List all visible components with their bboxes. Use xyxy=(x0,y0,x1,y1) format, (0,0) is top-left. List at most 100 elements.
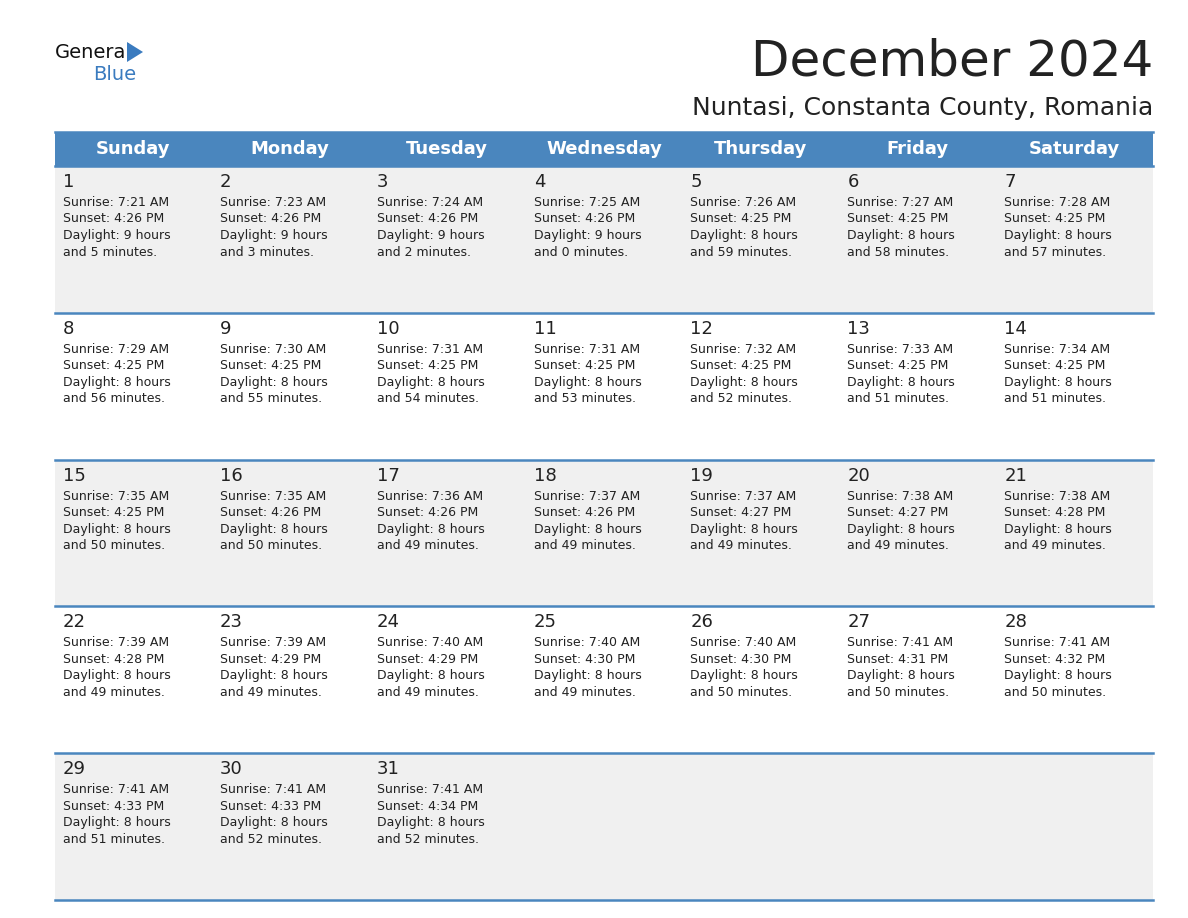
Text: 21: 21 xyxy=(1004,466,1026,485)
Text: Daylight: 8 hours: Daylight: 8 hours xyxy=(847,522,955,535)
Text: and 57 minutes.: and 57 minutes. xyxy=(1004,245,1106,259)
Text: and 50 minutes.: and 50 minutes. xyxy=(220,539,322,552)
Text: 31: 31 xyxy=(377,760,399,778)
Text: 24: 24 xyxy=(377,613,399,632)
Text: Sunset: 4:25 PM: Sunset: 4:25 PM xyxy=(533,359,634,373)
Text: and 0 minutes.: and 0 minutes. xyxy=(533,245,627,259)
Text: Daylight: 8 hours: Daylight: 8 hours xyxy=(847,669,955,682)
Text: 23: 23 xyxy=(220,613,242,632)
Text: Sunrise: 7:36 AM: Sunrise: 7:36 AM xyxy=(377,489,482,502)
Text: Sunrise: 7:38 AM: Sunrise: 7:38 AM xyxy=(1004,489,1111,502)
Text: and 49 minutes.: and 49 minutes. xyxy=(377,539,479,552)
Text: Daylight: 8 hours: Daylight: 8 hours xyxy=(533,375,642,389)
Text: and 52 minutes.: and 52 minutes. xyxy=(377,833,479,845)
Text: Daylight: 9 hours: Daylight: 9 hours xyxy=(377,229,485,242)
Text: December 2024: December 2024 xyxy=(751,38,1154,86)
Text: Daylight: 9 hours: Daylight: 9 hours xyxy=(63,229,171,242)
Text: and 50 minutes.: and 50 minutes. xyxy=(63,539,165,552)
Text: and 55 minutes.: and 55 minutes. xyxy=(220,392,322,406)
Text: Sunset: 4:26 PM: Sunset: 4:26 PM xyxy=(533,212,634,226)
Text: and 3 minutes.: and 3 minutes. xyxy=(220,245,314,259)
Text: 2: 2 xyxy=(220,173,232,191)
Text: Sunset: 4:25 PM: Sunset: 4:25 PM xyxy=(220,359,321,373)
Text: Blue: Blue xyxy=(93,64,137,84)
Polygon shape xyxy=(127,42,143,62)
Text: and 50 minutes.: and 50 minutes. xyxy=(690,686,792,699)
Text: Sunrise: 7:26 AM: Sunrise: 7:26 AM xyxy=(690,196,796,209)
Text: and 52 minutes.: and 52 minutes. xyxy=(220,833,322,845)
Text: Sunrise: 7:41 AM: Sunrise: 7:41 AM xyxy=(220,783,326,796)
Text: Daylight: 8 hours: Daylight: 8 hours xyxy=(533,522,642,535)
Text: 10: 10 xyxy=(377,319,399,338)
Text: 20: 20 xyxy=(847,466,870,485)
Text: 13: 13 xyxy=(847,319,870,338)
Text: 26: 26 xyxy=(690,613,713,632)
Text: and 49 minutes.: and 49 minutes. xyxy=(533,539,636,552)
Text: and 50 minutes.: and 50 minutes. xyxy=(847,686,949,699)
Text: Monday: Monday xyxy=(251,140,330,158)
Text: Sunrise: 7:35 AM: Sunrise: 7:35 AM xyxy=(63,489,169,502)
Text: 6: 6 xyxy=(847,173,859,191)
Bar xyxy=(55,132,1154,166)
Text: Sunset: 4:26 PM: Sunset: 4:26 PM xyxy=(220,212,321,226)
Text: Sunset: 4:26 PM: Sunset: 4:26 PM xyxy=(220,506,321,519)
Text: 8: 8 xyxy=(63,319,75,338)
Text: Sunset: 4:28 PM: Sunset: 4:28 PM xyxy=(1004,506,1106,519)
Text: 4: 4 xyxy=(533,173,545,191)
Text: Sunset: 4:28 PM: Sunset: 4:28 PM xyxy=(63,653,164,666)
Text: Tuesday: Tuesday xyxy=(406,140,488,158)
Text: 29: 29 xyxy=(63,760,86,778)
Text: Sunrise: 7:33 AM: Sunrise: 7:33 AM xyxy=(847,342,954,356)
Text: Wednesday: Wednesday xyxy=(546,140,662,158)
Text: Daylight: 9 hours: Daylight: 9 hours xyxy=(533,229,642,242)
Text: 7: 7 xyxy=(1004,173,1016,191)
Text: and 58 minutes.: and 58 minutes. xyxy=(847,245,949,259)
Text: Sunset: 4:34 PM: Sunset: 4:34 PM xyxy=(377,800,478,812)
Text: Sunrise: 7:41 AM: Sunrise: 7:41 AM xyxy=(847,636,954,649)
Text: Daylight: 8 hours: Daylight: 8 hours xyxy=(1004,522,1112,535)
Text: Sunset: 4:25 PM: Sunset: 4:25 PM xyxy=(63,359,164,373)
Text: Daylight: 8 hours: Daylight: 8 hours xyxy=(63,816,171,829)
Text: and 49 minutes.: and 49 minutes. xyxy=(63,686,165,699)
Text: Sunset: 4:29 PM: Sunset: 4:29 PM xyxy=(377,653,478,666)
Text: 27: 27 xyxy=(847,613,871,632)
Text: Sunset: 4:31 PM: Sunset: 4:31 PM xyxy=(847,653,948,666)
Bar xyxy=(55,607,1154,753)
Text: 17: 17 xyxy=(377,466,399,485)
Text: Daylight: 8 hours: Daylight: 8 hours xyxy=(220,669,328,682)
Text: Daylight: 8 hours: Daylight: 8 hours xyxy=(63,375,171,389)
Text: Sunset: 4:25 PM: Sunset: 4:25 PM xyxy=(377,359,478,373)
Text: 28: 28 xyxy=(1004,613,1026,632)
Text: and 49 minutes.: and 49 minutes. xyxy=(533,686,636,699)
Text: Sunrise: 7:23 AM: Sunrise: 7:23 AM xyxy=(220,196,326,209)
Text: and 5 minutes.: and 5 minutes. xyxy=(63,245,157,259)
Text: Sunrise: 7:41 AM: Sunrise: 7:41 AM xyxy=(1004,636,1111,649)
Text: and 52 minutes.: and 52 minutes. xyxy=(690,392,792,406)
Text: Sunset: 4:25 PM: Sunset: 4:25 PM xyxy=(1004,212,1106,226)
Text: and 49 minutes.: and 49 minutes. xyxy=(847,539,949,552)
Text: Sunset: 4:26 PM: Sunset: 4:26 PM xyxy=(377,506,478,519)
Text: Daylight: 8 hours: Daylight: 8 hours xyxy=(690,522,798,535)
Text: and 51 minutes.: and 51 minutes. xyxy=(847,392,949,406)
Text: Sunrise: 7:25 AM: Sunrise: 7:25 AM xyxy=(533,196,640,209)
Text: Sunday: Sunday xyxy=(96,140,171,158)
Text: and 2 minutes.: and 2 minutes. xyxy=(377,245,470,259)
Text: Sunrise: 7:40 AM: Sunrise: 7:40 AM xyxy=(690,636,797,649)
Text: Sunset: 4:30 PM: Sunset: 4:30 PM xyxy=(690,653,792,666)
Text: Sunrise: 7:31 AM: Sunrise: 7:31 AM xyxy=(377,342,482,356)
Text: Sunset: 4:33 PM: Sunset: 4:33 PM xyxy=(63,800,164,812)
Text: Sunset: 4:25 PM: Sunset: 4:25 PM xyxy=(1004,359,1106,373)
Text: and 56 minutes.: and 56 minutes. xyxy=(63,392,165,406)
Text: 1: 1 xyxy=(63,173,75,191)
Text: and 51 minutes.: and 51 minutes. xyxy=(1004,392,1106,406)
Text: and 50 minutes.: and 50 minutes. xyxy=(1004,686,1106,699)
Text: 9: 9 xyxy=(220,319,232,338)
Text: Daylight: 8 hours: Daylight: 8 hours xyxy=(377,816,485,829)
Text: Sunrise: 7:41 AM: Sunrise: 7:41 AM xyxy=(377,783,482,796)
Text: 25: 25 xyxy=(533,613,556,632)
Bar xyxy=(55,166,1154,313)
Text: 5: 5 xyxy=(690,173,702,191)
Text: Sunrise: 7:35 AM: Sunrise: 7:35 AM xyxy=(220,489,327,502)
Text: Daylight: 8 hours: Daylight: 8 hours xyxy=(847,229,955,242)
Text: Daylight: 8 hours: Daylight: 8 hours xyxy=(847,375,955,389)
